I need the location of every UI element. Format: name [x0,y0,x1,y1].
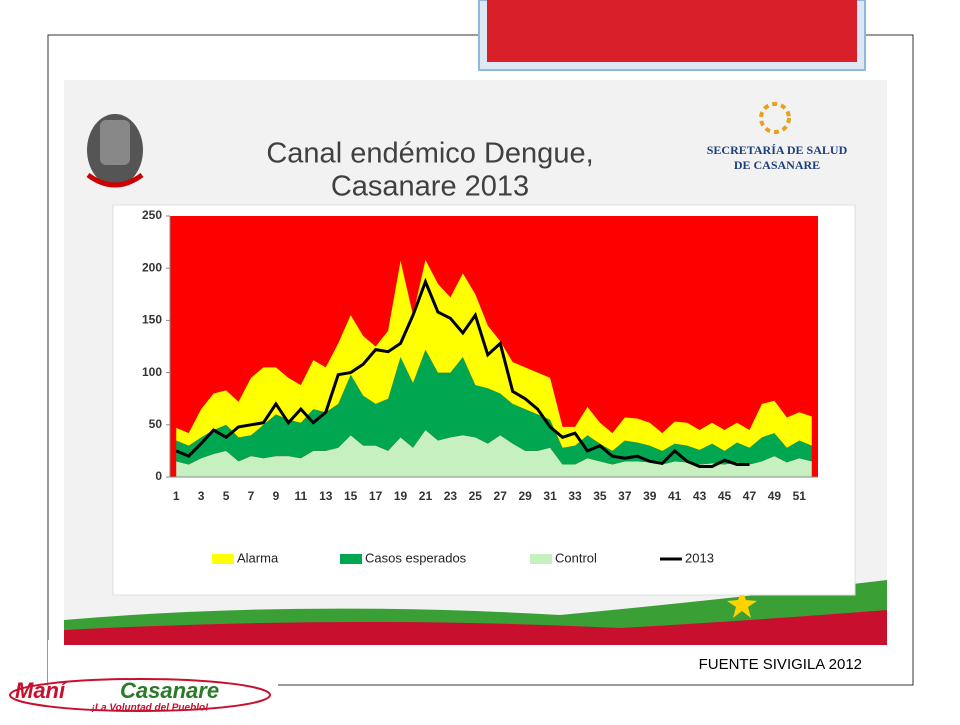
chart-title: Canal endémico Dengue, [266,138,593,170]
header-red [487,0,857,62]
x-tick-label: 19 [394,489,408,503]
legend-swatch [340,554,362,564]
y-tick-label: 200 [142,260,162,274]
legend-label: Alarma [237,550,279,565]
logo-text: SECRETARÍA DE SALUD [707,143,848,157]
x-tick-label: 5 [223,489,230,503]
legend-swatch [530,554,552,564]
swoosh-red [64,610,887,645]
brand-text: Casanare [120,678,219,703]
x-tick-label: 1 [173,489,180,503]
x-tick-label: 47 [743,489,757,503]
x-tick-label: 29 [518,489,532,503]
coat-of-arms [86,114,144,188]
area-0 [176,259,812,451]
logo-text: DE CASANARE [734,158,820,172]
source: FUENTE SIVIGILA 2012 [699,656,862,673]
x-tick-label: 17 [369,489,383,503]
line-2013 [175,277,750,469]
secretaria-logo: SECRETARÍA DE SALUD DE CASANARE [707,102,848,172]
brand-logo: Maní Casanare ¡La Voluntad del Pueblo! [9,678,271,714]
x-tick-label: 15 [344,489,358,503]
area-2 [176,430,812,477]
legend-label: Casos esperados [365,550,467,565]
x-tick-label: 13 [319,489,333,503]
x-tick-label: 27 [494,489,508,503]
star [727,590,757,618]
legend-swatch [212,554,234,564]
x-tick-label: 21 [419,489,433,503]
x-tick-label: 31 [543,489,557,503]
x-tick-label: 41 [668,489,682,503]
y-tick-label: 250 [142,208,162,222]
x-tick-label: 43 [693,489,707,503]
brand-text: Maní [15,678,68,703]
x-tick-label: 37 [618,489,632,503]
x-tick-label: 25 [469,489,483,503]
x-tick-label: 33 [568,489,582,503]
border-gap [48,640,278,690]
tagline: ¡La Voluntad del Pueblo! [92,703,210,714]
x-tick-label: 11 [295,489,308,503]
x-tick-label: 49 [768,489,782,503]
y-tick-label: 50 [149,417,163,431]
chart-title: Casanare 2013 [331,171,529,203]
y-tick-label: 100 [142,365,162,379]
x-tick-label: 7 [248,489,255,503]
x-tick-label: 23 [444,489,458,503]
x-tick-label: 51 [793,489,807,503]
y-tick-label: 0 [155,469,162,483]
x-tick-label: 35 [593,489,607,503]
x-tick-label: 39 [643,489,657,503]
legend-label: Control [555,550,597,565]
legend-label: 2013 [685,550,714,565]
x-tick-label: 45 [718,489,732,503]
x-tick-label: 3 [198,489,205,503]
y-tick-label: 150 [142,313,162,327]
x-tick-label: 9 [273,489,280,503]
area-1 [176,349,812,465]
